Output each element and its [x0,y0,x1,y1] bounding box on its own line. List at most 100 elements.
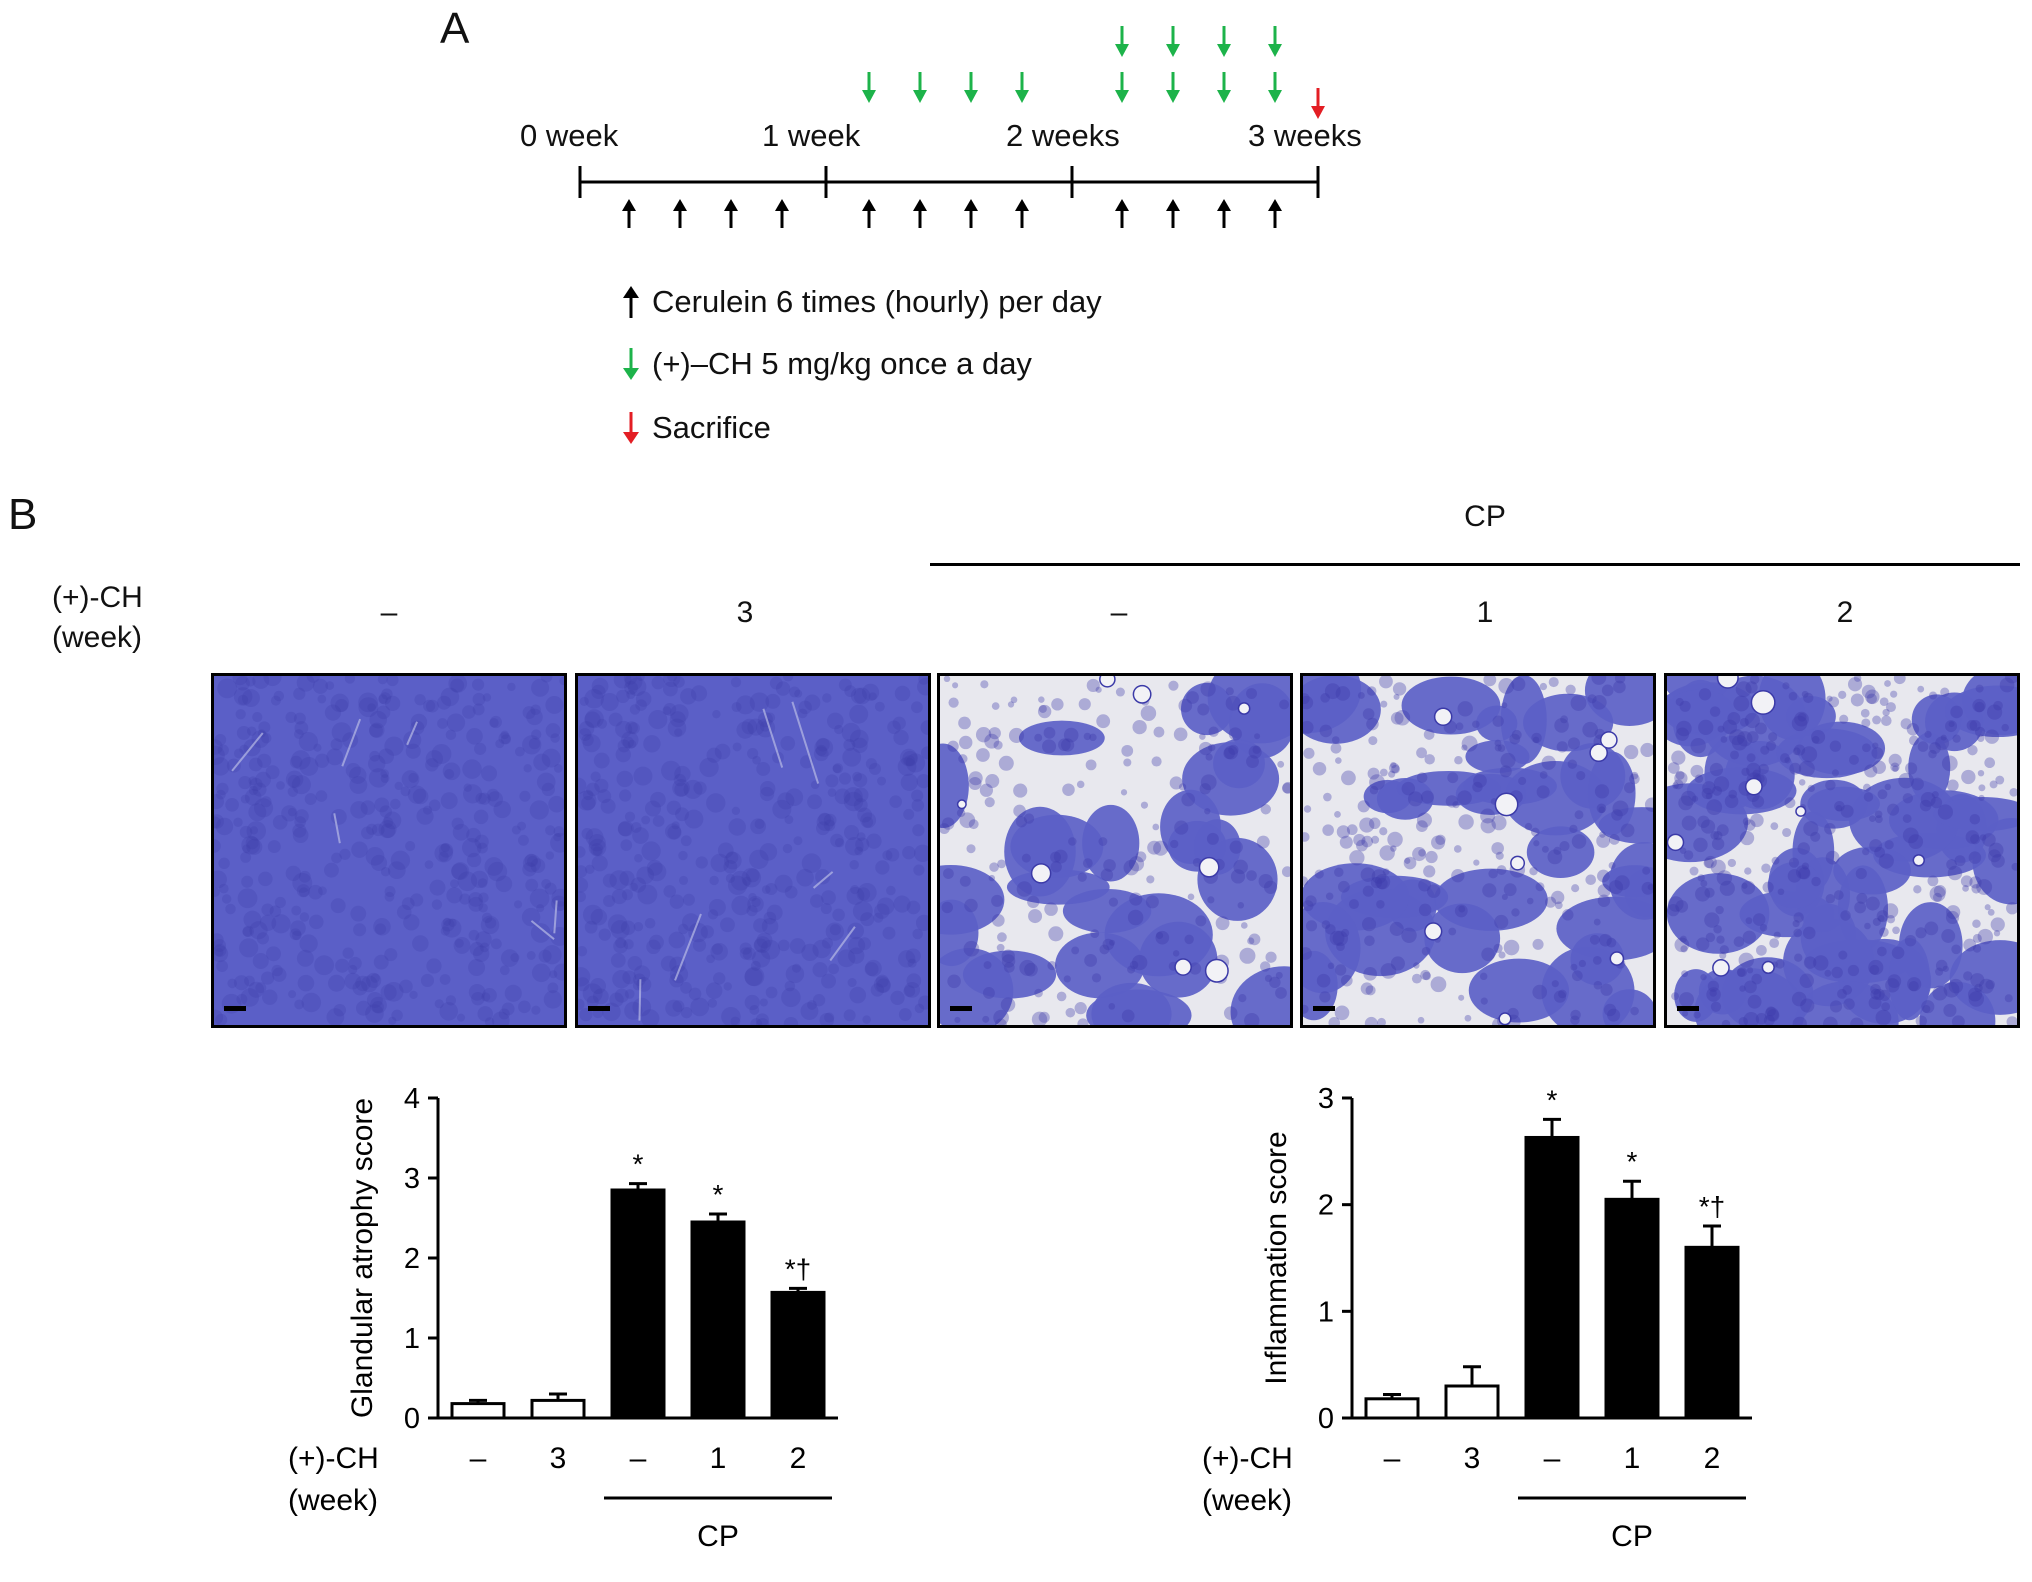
bar-0 [450,1402,506,1420]
ch-arrow-row2-2 [964,72,978,103]
y-tick-label: 3 [1318,1083,1334,1115]
cerulein-arrow-6 [964,199,978,228]
y-tick-label: 3 [404,1163,420,1195]
ch-arrow-row1-1 [1166,26,1180,57]
panel-b-letter: B [8,490,38,539]
cerulein-arrow-11 [1268,199,1282,228]
cerulein-arrow-4 [862,199,876,228]
x-category-label: 2 [790,1442,807,1475]
legend-cerulein-text: Cerulein 6 times (hourly) per day [652,284,1102,319]
legend-ch: (+)–CH 5 mg/kg once a day [622,346,1032,382]
cerulein-arrow-2 [724,199,738,228]
row-label-line1: (+)-CH [52,581,143,614]
panel-a-letter: A [440,4,470,53]
micrograph-2 [575,673,931,1028]
x-label-line1: (+)-CH [1202,1442,1293,1475]
legend-cerulein: Cerulein 6 times (hourly) per day [622,284,1102,320]
timeline-label-week2: 2 weeks [1006,118,1120,153]
micrograph-3 [937,673,1293,1028]
row-label-ch: (+)-CH (week) [52,578,143,658]
x-category-label: 2 [1704,1442,1721,1475]
bar-3 [1604,1197,1660,1420]
ch-arrow-row2-7 [1268,72,1282,103]
cp-group-header: CP [1464,500,1506,533]
x-category-label: 3 [1464,1442,1481,1475]
timeline-label-week1: 1 week [762,118,861,153]
bar-4 [1684,1245,1740,1420]
column-header-5: 2 [1836,596,1854,629]
x-category-label: 1 [1624,1442,1641,1475]
ch-arrow-row2-1 [913,72,927,103]
significance-marker: * [633,1149,644,1180]
y-tick-label: 2 [404,1243,420,1275]
y-tick-label: 1 [1318,1296,1334,1328]
micrograph-1 [211,673,567,1028]
timeline-label-week0: 0 week [520,118,619,153]
y-tick-label: 0 [404,1403,420,1435]
x-label-line1: (+)-CH [288,1442,379,1475]
cp-group-line [930,563,2020,566]
scale-bar [1313,1006,1335,1011]
x-category-label: – [1544,1442,1561,1475]
significance-marker: *† [1699,1191,1725,1222]
x-category-label: 1 [710,1442,727,1475]
timeline-label-week3: 3 weeks [1248,118,1362,153]
cp-group-label: CP [1611,1520,1653,1553]
column-header-1: – [380,596,398,629]
y-axis-label: Inflammation score [1260,1131,1293,1384]
cerulein-arrow-1 [673,199,687,228]
scale-bar [588,1006,610,1011]
legend-sacrifice-text: Sacrifice [652,410,771,445]
x-category-label: – [630,1442,647,1475]
y-tick-label: 1 [404,1323,420,1355]
ch-arrow-row2-6 [1217,72,1231,103]
cerulein-arrow-7 [1015,199,1029,228]
micrograph-5 [1664,673,2020,1028]
significance-marker: * [1547,1084,1558,1115]
scale-bar [224,1006,246,1011]
column-header-4: 1 [1476,596,1494,629]
x-label-line2: (week) [288,1484,378,1517]
y-axis-label: Glandular atrophy score [346,1098,379,1418]
bar-1 [1444,1384,1500,1420]
significance-marker: * [713,1179,724,1210]
ch-arrow-row2-5 [1166,72,1180,103]
cerulein-arrow-3 [775,199,789,228]
cerulein-arrow-8 [1115,199,1129,228]
cerulein-arrow-9 [1166,199,1180,228]
bar-2 [610,1188,666,1420]
ch-arrow-row1-3 [1268,26,1282,57]
y-tick-label: 4 [404,1083,420,1115]
black-up-arrow-icon [623,286,639,318]
green-down-arrow-icon [623,348,639,380]
y-tick-label: 2 [1318,1190,1334,1222]
column-header-2: 3 [736,596,754,629]
bar-0 [1364,1397,1420,1420]
cerulein-arrow-5 [913,199,927,228]
cerulein-arrow-10 [1217,199,1231,228]
row-label-line2: (week) [52,621,143,654]
significance-marker: * [1627,1146,1638,1177]
bar-2 [1524,1135,1580,1420]
x-label-line2: (week) [1202,1484,1292,1517]
column-header-3: – [1110,596,1128,629]
x-category-label: – [470,1442,487,1475]
x-category-label: – [1384,1442,1401,1475]
bar-1 [530,1398,586,1420]
x-category-label: 3 [550,1442,567,1475]
ch-arrow-row2-3 [1015,72,1029,103]
glandular-atrophy-chart: 0 1 2 3 4 Glandular atrophy score – 3 * – * 1 *† 2 (+)… [288,1083,838,1553]
cp-group-label: CP [697,1520,739,1553]
inflammation-chart: 0 1 2 3 Inflammation score – 3 * – * 1 *† 2 (+)-CH (we… [1202,1083,1752,1553]
cerulein-arrow-0 [622,199,636,228]
legend-ch-text: (+)–CH 5 mg/kg once a day [652,346,1032,381]
sacrifice-arrow [1311,88,1325,119]
red-down-arrow-icon [623,412,639,444]
ch-arrow-row2-0 [862,72,876,103]
y-tick-label: 0 [1318,1403,1334,1435]
significance-marker: *† [785,1253,811,1284]
scale-bar [950,1006,972,1011]
ch-arrow-row1-2 [1217,26,1231,57]
micrograph-4 [1300,673,1656,1028]
ch-arrow-row1-0 [1115,26,1129,57]
